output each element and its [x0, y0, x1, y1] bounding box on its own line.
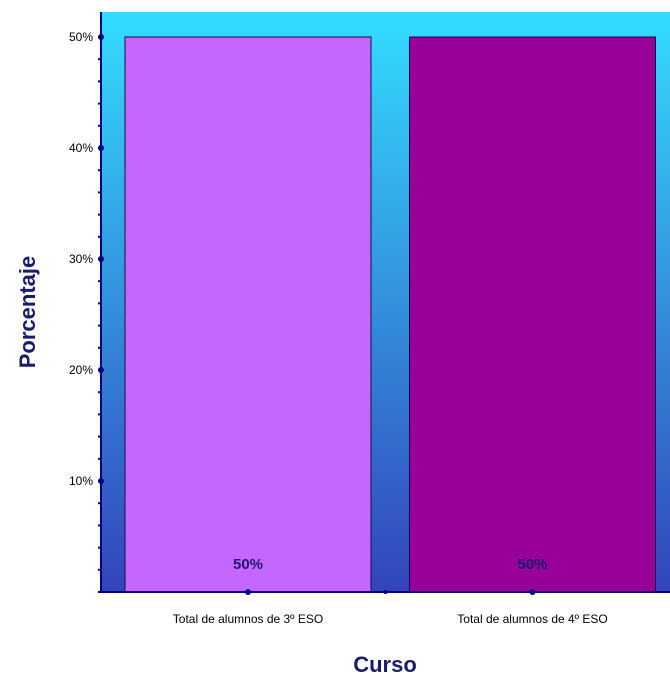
bars-layer	[124, 36, 656, 593]
bar-1	[124, 36, 372, 593]
data-label-1: 50%	[233, 556, 263, 573]
x-category-divider-tick	[383, 590, 388, 594]
bar-2	[409, 36, 656, 593]
y-tick-label-50: 50%	[69, 30, 93, 44]
y-tick-label-10: 10%	[69, 474, 93, 488]
y-tick-10	[98, 478, 104, 484]
y-tick-label-20: 20%	[69, 363, 93, 377]
x-tick-label-2: Total de alumnos de 4º ESO	[457, 612, 607, 626]
axes	[98, 12, 670, 595]
y-tick-20	[98, 367, 104, 373]
y-axis-title: Porcentaje	[15, 256, 40, 369]
data-label-2: 50%	[517, 556, 547, 573]
y-tick-40	[98, 145, 104, 151]
y-tick-30	[98, 256, 104, 262]
y-tick-50	[98, 34, 104, 40]
x-axis-title: Curso	[353, 652, 417, 677]
x-tick-label-1: Total de alumnos de 3º ESO	[173, 612, 323, 626]
labels-layer: 50% Total de alumnos de 3º ESO 50% Total de…	[69, 30, 608, 626]
y-tick-label-40: 40%	[69, 141, 93, 155]
y-tick-label-30: 30%	[69, 252, 93, 266]
